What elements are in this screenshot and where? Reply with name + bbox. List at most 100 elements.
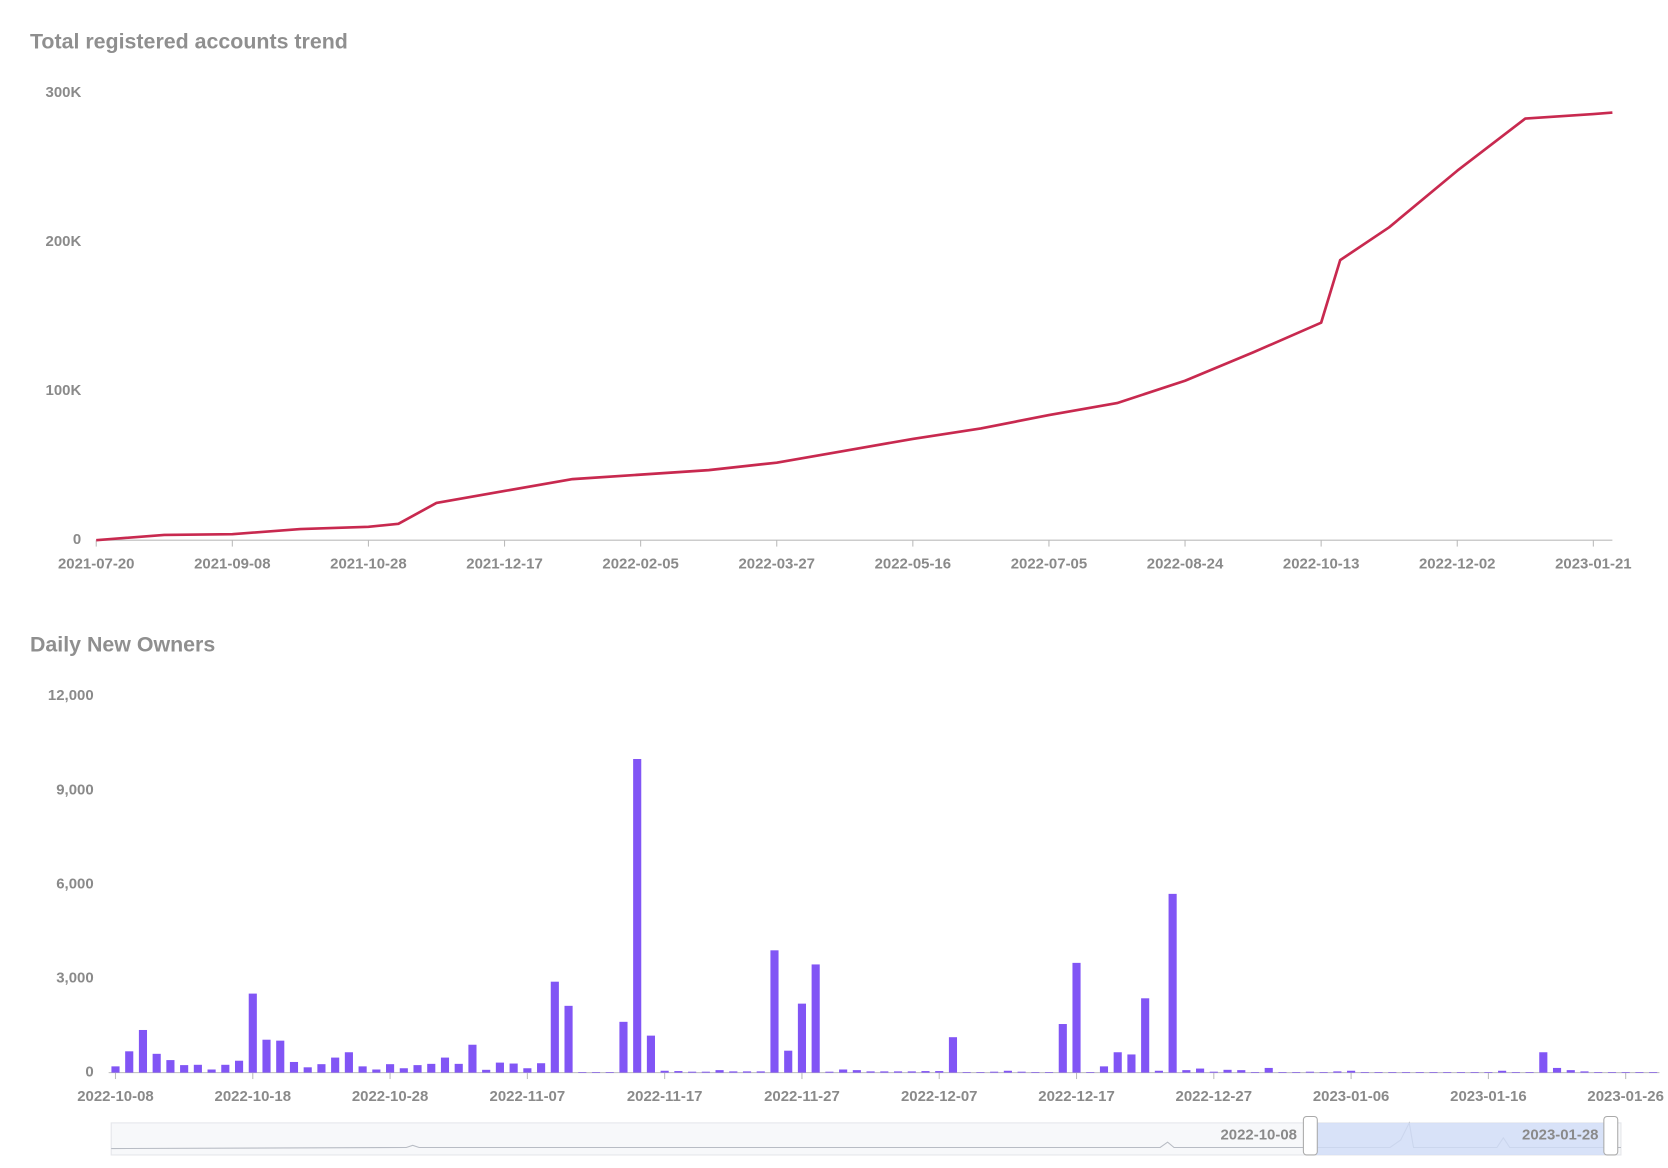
bar — [1264, 1067, 1273, 1073]
bar — [1292, 1072, 1301, 1073]
bar — [1456, 1072, 1465, 1073]
line — [96, 111, 1613, 542]
bar — [729, 1071, 738, 1073]
bar — [207, 1069, 216, 1073]
bar — [537, 1063, 546, 1073]
bar — [427, 1063, 436, 1073]
bar — [303, 1067, 312, 1073]
bar — [1031, 1072, 1040, 1073]
x-tick-label: 2021-10-28 — [330, 556, 407, 573]
bar — [221, 1064, 230, 1073]
x-tick-label: 2022-05-16 — [875, 556, 952, 573]
bar — [331, 1057, 340, 1073]
bar — [1017, 1071, 1026, 1073]
bar — [1635, 1072, 1644, 1073]
x-tick-label: 2021-07-20 — [58, 556, 134, 573]
bar — [839, 1069, 848, 1073]
bar — [1401, 1072, 1411, 1073]
bar — [564, 1005, 573, 1073]
bar — [1237, 1070, 1246, 1073]
bar — [166, 1060, 175, 1073]
bar — [1347, 1070, 1356, 1073]
bar — [701, 1071, 710, 1073]
bar — [893, 1071, 903, 1073]
bar — [1182, 1070, 1191, 1073]
bar — [1511, 1072, 1520, 1073]
bar — [138, 1029, 148, 1073]
bar — [1113, 1052, 1122, 1073]
bar — [468, 1044, 477, 1073]
bar — [440, 1057, 450, 1073]
bar — [193, 1064, 202, 1073]
bar — [619, 1021, 628, 1073]
bar — [1649, 1072, 1658, 1073]
x-tick-label: 2022-02-05 — [602, 556, 679, 573]
x-tick-label: 2022-12-07 — [901, 1088, 977, 1105]
bar — [1045, 1072, 1054, 1073]
bar — [495, 1062, 504, 1073]
bar — [1099, 1066, 1109, 1073]
bar — [1594, 1072, 1603, 1073]
y-tick-label: 3,000 — [56, 969, 93, 986]
bar — [386, 1064, 395, 1073]
y-tick-label: 12,000 — [48, 687, 94, 704]
x-tick-label: 2022-08-24 — [1147, 556, 1224, 573]
bar — [770, 950, 779, 1073]
bar — [234, 1060, 244, 1073]
y-tick-label: 200K — [46, 233, 82, 250]
slider-window[interactable] — [1309, 1122, 1612, 1155]
bar — [990, 1071, 999, 1073]
chart-title: Total registered accounts trend — [30, 30, 348, 54]
y-tick-label: 6,000 — [56, 875, 93, 892]
x-tick-label: 2022-10-13 — [1283, 556, 1360, 573]
x-tick-label: 2022-07-05 — [1011, 556, 1087, 573]
zoom-slider[interactable]: 2022-10-08 2023-01-28 — [110, 1115, 1622, 1156]
slider-handle[interactable] — [1302, 1115, 1318, 1156]
slider-start-label: 2022-10-08 — [1220, 1127, 1297, 1144]
bar — [413, 1065, 422, 1073]
chart-title: Daily New Owners — [30, 633, 215, 657]
bar — [1580, 1071, 1589, 1073]
bar — [756, 1071, 765, 1073]
bar — [633, 758, 642, 1073]
bar — [674, 1071, 683, 1073]
bar — [262, 1039, 271, 1073]
bar — [811, 964, 820, 1073]
bar — [797, 1003, 807, 1073]
bar — [935, 1071, 944, 1073]
y-tick-label: 9,000 — [56, 781, 93, 798]
bar — [1525, 1072, 1534, 1073]
bar — [962, 1072, 971, 1073]
bar — [1196, 1068, 1205, 1073]
y-tick-label: 100K — [46, 382, 82, 399]
x-tick-label: 2022-11-27 — [764, 1088, 840, 1105]
bar — [1072, 962, 1081, 1073]
bar — [1484, 1072, 1493, 1073]
bar — [125, 1051, 134, 1073]
bar — [825, 1071, 834, 1073]
x-tick-label: 2022-10-28 — [352, 1088, 429, 1105]
bar — [880, 1071, 889, 1073]
bar — [1127, 1054, 1136, 1073]
x-tick-label: 2022-11-17 — [627, 1088, 703, 1105]
bar — [1319, 1072, 1328, 1073]
slider-end-label: 2023-01-28 — [1522, 1127, 1599, 1144]
slider-handle[interactable] — [1603, 1115, 1619, 1156]
bar — [344, 1052, 353, 1073]
bar — [111, 1066, 120, 1073]
bar — [523, 1068, 532, 1073]
bar — [372, 1069, 381, 1073]
bar — [921, 1071, 930, 1073]
bar — [646, 1035, 655, 1073]
bar — [1388, 1072, 1397, 1073]
bar — [605, 1072, 614, 1073]
bar — [289, 1061, 299, 1073]
bar — [1086, 1072, 1095, 1073]
y-tick-label: 300K — [46, 84, 82, 101]
bar — [1209, 1071, 1218, 1073]
x-tick-label: 2021-12-17 — [466, 556, 542, 573]
y-tick-label: 0 — [85, 1064, 93, 1081]
bar — [866, 1071, 875, 1073]
bar — [1154, 1070, 1163, 1073]
